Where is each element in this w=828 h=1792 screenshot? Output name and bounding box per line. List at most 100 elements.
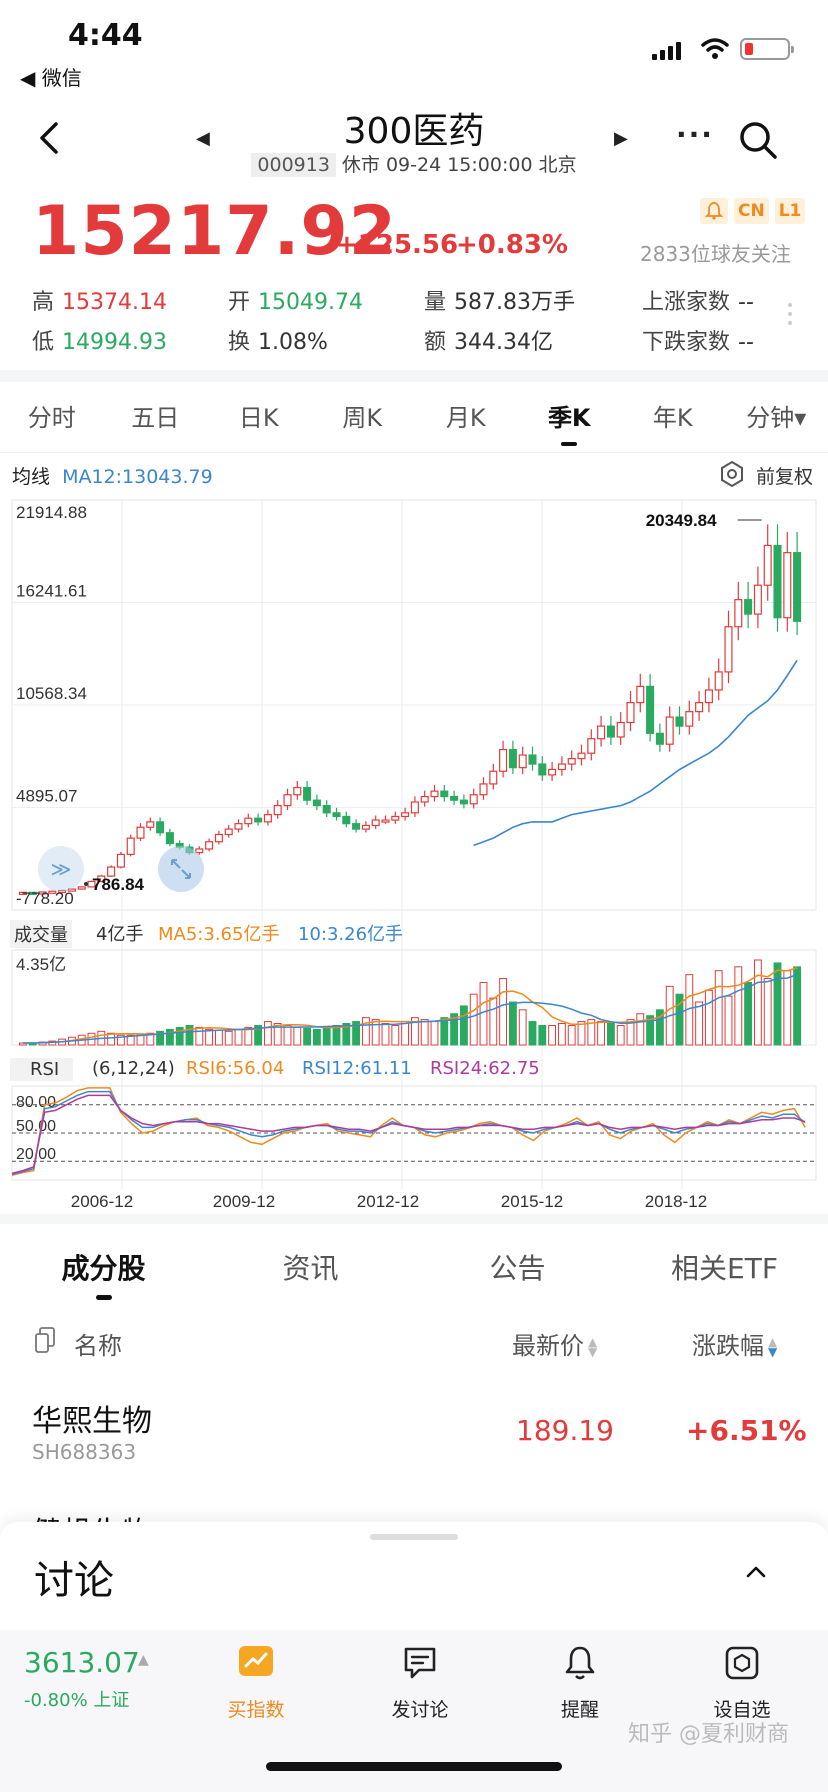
volume-bar (156, 1030, 165, 1046)
tab-five-day[interactable]: 五日 (131, 404, 180, 432)
collapse-chart-icon[interactable]: ≫ (38, 846, 84, 892)
candle-body (332, 812, 341, 818)
content-tabs: 成分股 资讯 公告 相关ETF (0, 1224, 828, 1314)
ma12-line (473, 659, 798, 847)
candle-body (597, 725, 606, 740)
volume-bar (440, 1017, 449, 1046)
divider (0, 452, 828, 453)
index-title: 300医药 (343, 111, 485, 152)
candle-body (234, 823, 243, 830)
volume-bar (616, 1024, 625, 1046)
more-icon[interactable]: ··· (676, 118, 714, 151)
adjust-mode[interactable]: 前复权 (756, 466, 814, 488)
fullscreen-icon[interactable] (158, 846, 204, 892)
add-watchlist-button[interactable]: 设自选 (682, 1644, 802, 1722)
tab-constituents[interactable]: 成分股 (0, 1224, 207, 1314)
volume-bar (146, 1032, 155, 1046)
candle-body (77, 886, 86, 890)
discussion-panel[interactable] (0, 1522, 828, 1630)
back-arrow-icon[interactable] (36, 118, 66, 158)
sh-index-value[interactable]: 3613.07 (24, 1646, 140, 1679)
index-subtitle: 000913 休市 09-24 15:00:00 北京 (0, 150, 828, 177)
candle-body (783, 552, 792, 619)
volume-bar (459, 1005, 468, 1046)
tab-yearly-k[interactable]: 年K (652, 404, 693, 432)
candle-body (254, 817, 263, 823)
volume-bar (322, 1026, 331, 1046)
drag-handle[interactable] (370, 1534, 458, 1540)
candle-body (646, 685, 655, 734)
volume-bar (655, 1009, 664, 1046)
tab-announcements[interactable]: 公告 (489, 1252, 546, 1285)
buy-index-button[interactable]: 买指数 (196, 1644, 316, 1722)
candle-body (38, 891, 47, 895)
volume-bar (234, 1028, 243, 1046)
candle-body (479, 783, 488, 796)
candle-body (685, 711, 694, 727)
candle-body (136, 826, 145, 839)
column-change[interactable]: 涨跌幅 ▲ ▼ (692, 1332, 778, 1360)
copy-icon[interactable] (34, 1326, 56, 1354)
next-index-icon[interactable]: ▶ (614, 128, 628, 149)
stock-code: SH688363 (32, 1440, 137, 1464)
stat-volume: 量 587.83万手 (424, 290, 575, 315)
sort-icon: ▲ ▼ (588, 1335, 598, 1359)
sort-desc-icon: ▲ ▼ (768, 1335, 778, 1359)
settings-hexagon-icon[interactable] (718, 460, 746, 488)
watermark-text: 知乎 @夏利财商 (628, 1722, 789, 1747)
discussion-title: 讨论 (34, 1558, 114, 1604)
search-icon[interactable] (736, 118, 780, 162)
candle-body (67, 888, 76, 892)
tab-intraday[interactable]: 分时 (27, 404, 76, 432)
bell-icon[interactable] (700, 198, 728, 224)
prev-index-icon[interactable]: ◀ (196, 128, 210, 149)
ma12-value: MA12:13043.79 (62, 466, 213, 488)
tab-weekly-k[interactable]: 周K (342, 404, 383, 432)
stat-high: 高 15374.14 (32, 290, 167, 315)
column-price[interactable]: 最新价 ▲ ▼ (512, 1332, 598, 1360)
tab-news[interactable]: 资讯 (282, 1252, 339, 1285)
candle-body (224, 828, 233, 836)
volume-bar (283, 1024, 292, 1046)
candle-body (391, 815, 400, 821)
tab-minute[interactable]: 分钟▾ (746, 404, 807, 432)
candle-body (606, 725, 615, 738)
candle-body (58, 889, 67, 894)
home-indicator[interactable] (266, 1762, 562, 1771)
tab-daily-k[interactable]: 日K (238, 404, 279, 432)
alert-button[interactable]: 提醒 (520, 1644, 640, 1722)
candle-body (116, 853, 125, 868)
stock-name[interactable]: 华熙生物 (32, 1404, 152, 1439)
candle-body (322, 805, 331, 814)
volume-bar (675, 993, 684, 1046)
divider (0, 370, 828, 382)
volume-bar (773, 962, 782, 1046)
stock-price: 189.19 (516, 1414, 614, 1447)
stat-amount: 额 344.34亿 (424, 330, 553, 355)
stat-down-count: 下跌家数 -- (642, 330, 754, 355)
comment-icon (404, 1647, 436, 1679)
volume-bar (744, 981, 753, 1046)
price-change: +125.56 (336, 230, 459, 260)
price-tick-label: 16241.61 (16, 582, 87, 601)
expand-stats-icon[interactable] (788, 298, 794, 330)
chevron-up-icon[interactable] (744, 1562, 768, 1582)
stat-open: 开 15049.74 (228, 290, 363, 315)
tab-monthly-k[interactable]: 月K (445, 404, 486, 432)
volume-bar (185, 1024, 194, 1046)
tab-related-etf[interactable]: 相关ETF (671, 1252, 778, 1285)
post-discussion-button[interactable]: 发讨论 (360, 1644, 480, 1722)
candle-body (616, 721, 625, 738)
tab-quarterly-k[interactable]: 季K (518, 384, 622, 452)
index-code: 000913 (251, 153, 336, 177)
back-to-wechat[interactable]: ◀ 微信 (20, 66, 82, 90)
candle-body (636, 685, 645, 704)
kline-chart[interactable]: 21914.88 16241.61 10568.34 4895.07 -778.20 2… (0, 490, 828, 1220)
chart-grid (11, 499, 817, 1190)
volume-bar (312, 1028, 321, 1046)
candle-body (401, 812, 410, 818)
candle-body (107, 866, 116, 877)
candle-body (342, 815, 351, 825)
rsi-title: RSI (10, 1058, 74, 1081)
volume-bar (175, 1026, 184, 1046)
